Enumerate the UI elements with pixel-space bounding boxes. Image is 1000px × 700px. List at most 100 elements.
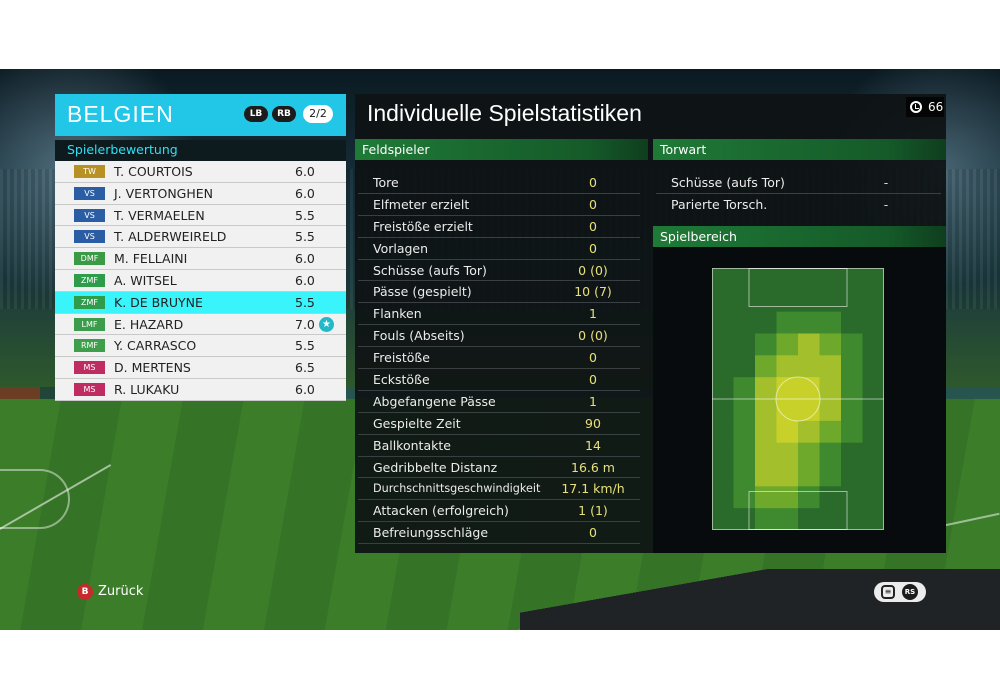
player-row[interactable]: MS D. MERTENS 6.5 [55,357,346,379]
player-name: Y. CARRASCO [114,338,197,354]
player-rating: 6.5 [295,360,315,376]
heatmap-cell [755,268,777,291]
stat-value: 0 [589,175,597,190]
stat-value: 0 [589,525,597,541]
heatmap-cell [733,420,756,444]
heatmap-cell [712,486,734,509]
stat-label: Schüsse (aufs Tor) [373,262,487,278]
stat-label: Eckstöße [373,372,430,388]
goalkeeper-stats: Schüsse (aufs Tor) - Parierte Torsch. - [656,172,941,216]
stat-row: Freistöße 0 [358,347,640,370]
heatmap-cell [776,289,799,313]
heatmap-cell [712,377,734,400]
gk-stat-label: Schüsse (aufs Tor) [671,175,785,190]
chat-icon[interactable]: ≡ [881,585,895,599]
player-rating: 6.0 [295,185,315,201]
position-badge: MS [74,361,105,375]
player-rating: 5.5 [295,338,315,354]
heatmap-cell [862,355,884,378]
heatmap-cell [862,464,884,487]
heatmap-cell [712,268,734,291]
heatmap-cell [712,289,734,313]
stat-value: 10 (7) [574,284,612,300]
stat-value: 0 [589,240,597,256]
stat-label: Freistöße [373,350,430,366]
heatmap-cell [819,399,842,422]
heatmap-cell [819,420,842,444]
player-row[interactable]: ZMF K. DE BRUYNE 5.5 [55,291,346,314]
player-row[interactable]: ZMF A. WITSEL 6.0 [55,269,346,292]
heatmap-cell [733,464,756,487]
heatmap-cell [798,333,820,356]
player-name: T. COURTOIS [114,164,193,179]
player-name: K. DE BRUYNE [114,294,203,310]
position-badge: DMF [74,252,105,266]
stat-label: Durchschnittsgeschwindigkeit [373,482,541,496]
stat-label: Attacken (erfolgreich) [373,503,509,519]
heatmap-cell [841,420,863,444]
heatmap-cell [776,377,799,400]
timer-value: 66 [928,100,944,114]
stat-label: Abgefangene Pässe [373,393,496,409]
player-row[interactable]: VS J. VERTONGHEN 6.0 [55,182,346,205]
b-button-icon[interactable]: B [77,584,93,600]
stat-label: Fouls (Abseits) [373,328,465,344]
rb-button-icon[interactable]: RB [272,106,296,122]
heatmap-cell [862,289,884,313]
heatmap-cell [733,268,756,291]
heatmap-cell [776,399,799,422]
position-badge: VS [74,186,105,200]
center-circle [775,376,821,422]
player-name: T. VERMAELEN [114,207,205,223]
heatmap-cell [755,377,777,400]
stat-label: Ballkontakte [373,437,451,453]
heatmap-cell [798,420,820,444]
heatmap-cell [776,442,799,465]
heatmap-cell [712,464,734,487]
heatmap-cell [862,486,884,509]
heatmap-cell [798,442,820,465]
heatmap-cell [776,311,799,334]
heatmap-cell [776,333,799,356]
heatmap [712,268,884,530]
heatmap-cell [733,442,756,465]
heatmap-cell [841,268,863,291]
gk-stat-value: - [883,196,889,212]
player-row[interactable]: DMF M. FELLAINI 6.0 [55,248,346,270]
player-name: R. LUKAKU [114,381,180,397]
gk-stat-row: Schüsse (aufs Tor) - [656,172,941,194]
player-list: TW T. COURTOIS 6.0 VS J. VERTONGHEN 6.0 VS T. V… [55,161,346,401]
player-row[interactable]: TW T. COURTOIS 6.0 [55,161,346,183]
stat-row: Eckstöße 0 [358,369,640,391]
pitch-side-stands [520,569,1000,630]
player-row[interactable]: VS T. VERMAELEN 5.5 [55,204,346,227]
rs-button-icon[interactable]: RS [902,584,918,600]
heatmap-cell [776,508,799,530]
heatmap-cell [798,268,820,291]
stat-row: Gespielte Zeit 90 [358,413,640,435]
stat-value: 90 [585,415,601,431]
player-row[interactable]: RMF Y. CARRASCO 5.5 [55,335,346,358]
player-row[interactable]: LMF E. HAZARD 7.0 ★ [55,313,346,336]
heatmap-cell [819,333,842,356]
page-indicator: 2/2 [303,105,333,123]
player-row[interactable]: MS R. LUKAKU 6.0 [55,378,346,401]
player-row[interactable]: VS T. ALDERWEIRELD 5.5 [55,226,346,249]
player-name: E. HAZARD [114,316,184,332]
right-controls[interactable]: ≡ RS [874,582,926,602]
stat-value: 1 (1) [578,503,608,519]
stat-label: Befreiungsschläge [373,525,489,541]
stat-row: Ballkontakte 14 [358,435,640,457]
stat-row: Tore 0 [358,172,640,194]
heatmap-cell [819,289,842,313]
lb-button-icon[interactable]: LB [244,106,268,122]
goalkeeper-section-header: Torwart [653,139,946,160]
position-badge: TW [74,165,105,178]
heatmap-cell [819,377,842,400]
heatmap-cell [712,311,734,334]
player-rating: 5.5 [295,229,315,245]
heatmap-cell [841,486,863,509]
stat-value: 0 (0) [578,328,608,344]
penalty-box-top [748,268,848,307]
back-label[interactable]: Zurück [98,584,144,599]
